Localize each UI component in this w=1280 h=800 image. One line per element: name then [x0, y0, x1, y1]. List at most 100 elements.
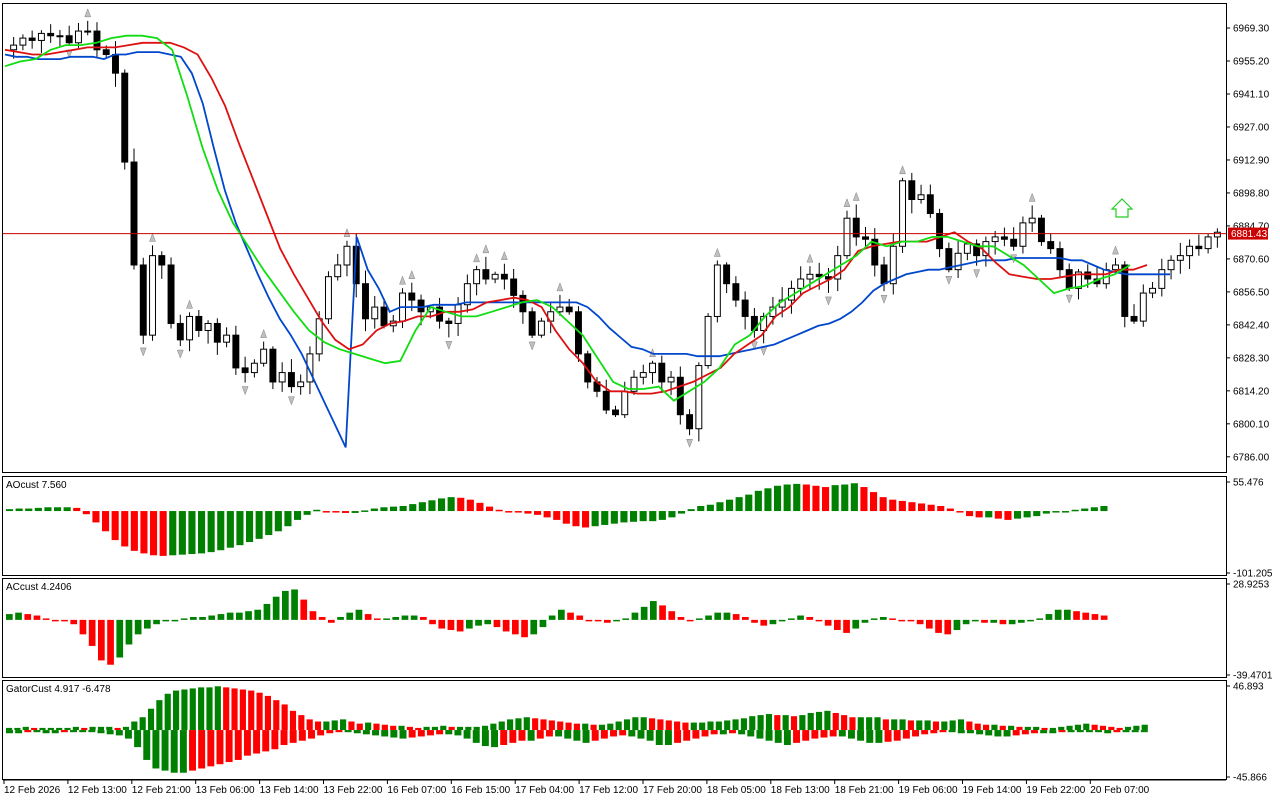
AOcust-bar	[985, 511, 993, 518]
gator-lower-bar	[1049, 730, 1057, 734]
bear-candle	[658, 362, 666, 383]
gator-indicator-panel[interactable]: 46.893 -45.866	[2, 680, 1268, 784]
AOcust-bar	[226, 511, 234, 548]
ACcust-bar	[263, 603, 271, 620]
AOcust-bar	[630, 511, 638, 522]
ACcust-bar	[732, 614, 740, 620]
ACcust-bar	[778, 619, 786, 622]
ACcust-bar	[944, 619, 952, 635]
gator-upper-bar	[615, 721, 622, 731]
AOcust-bar	[610, 511, 618, 524]
current-price-label: 6881.43	[1231, 229, 1268, 240]
AOcust-bar	[812, 485, 820, 512]
gator-upper-bar	[1083, 723, 1090, 731]
ACcust-bar	[631, 612, 639, 620]
ACcust-bar	[429, 619, 436, 625]
y-tick-label: -39.4701	[1233, 671, 1273, 682]
AOcust-bar	[486, 506, 494, 512]
AOcust-bar	[687, 509, 695, 512]
AOcust-bar	[6, 509, 14, 512]
ao-indicator-panel[interactable]: 55.476 -101.205	[2, 476, 1273, 580]
fractal-down-marker	[176, 349, 184, 359]
ACcust-bar	[668, 611, 676, 620]
gator-lower-bar	[491, 730, 499, 748]
bear-candle	[723, 264, 731, 285]
gator-lower-bar	[243, 730, 251, 756]
gator-upper-bar	[398, 725, 405, 731]
x-tick-label: 16 Feb 15:00	[451, 785, 510, 796]
ACcust-bar	[539, 619, 547, 628]
gator-lower-bar	[683, 730, 691, 741]
fractal-down-marker	[751, 341, 758, 351]
bull-candle	[278, 372, 286, 383]
bull-candle	[463, 283, 471, 306]
ac-indicator-panel[interactable]: 28.9253 -39.4701	[2, 578, 1273, 682]
gator-lower-bar	[902, 730, 910, 739]
gator-upper-bar	[557, 721, 564, 731]
gator-upper-bar	[866, 717, 873, 731]
gator-lower-bar	[1058, 730, 1066, 733]
gator-upper-bar	[1091, 724, 1098, 731]
gator-lower-bar	[875, 730, 883, 743]
gator-lower-bar	[179, 730, 187, 773]
x-tick-label: 13 Feb 14:00	[260, 785, 319, 796]
gator-lower-bar	[939, 730, 947, 733]
gator-lower-bar	[308, 730, 315, 739]
gator-upper-bar	[356, 723, 363, 731]
gator-upper-bar	[874, 717, 881, 731]
fractal-up-marker	[399, 275, 406, 285]
ACcust-bar	[999, 619, 1007, 625]
ACcust-bar	[392, 616, 400, 620]
gator-lower-bar	[216, 730, 224, 765]
AOcust-bar	[313, 509, 321, 512]
ACcust-bar	[604, 619, 611, 623]
fractal-up-marker	[343, 228, 351, 238]
bear-candle	[584, 353, 592, 383]
gator-upper-bar	[147, 708, 155, 731]
gator-lower-bar	[399, 730, 407, 739]
gator-lower-bar	[802, 730, 810, 741]
gator-upper-bar	[532, 718, 539, 731]
gator-lower-bar	[298, 730, 306, 741]
fractal-up-marker	[713, 247, 721, 257]
gator-upper-bar	[699, 722, 706, 731]
gator-lower-bar	[527, 730, 535, 741]
gator-upper-bar	[715, 721, 722, 731]
AOcust-bar	[534, 511, 542, 515]
ACcust-bar	[226, 612, 234, 620]
gator-lower-bar	[628, 730, 636, 737]
gator-lower-bar	[793, 730, 801, 743]
x-tick-label: 12 Feb 13:00	[68, 785, 127, 796]
AOcust-bar	[774, 485, 782, 512]
bear-candle	[973, 243, 981, 257]
gator-upper-bar	[1049, 727, 1056, 731]
AOcust-bar	[1081, 508, 1089, 512]
ACcust-bar	[530, 619, 538, 635]
ACcust-bar	[935, 619, 942, 633]
gator-upper-bar	[1108, 726, 1115, 731]
gator-upper-bar	[849, 717, 856, 731]
y-tick-label: 6969.30	[1233, 24, 1270, 35]
ACcust-bar	[696, 618, 703, 620]
bear-candle	[213, 322, 221, 343]
AOcust-bar	[466, 499, 474, 512]
AOcust-bar	[246, 511, 254, 543]
AOcust-bar	[966, 511, 974, 517]
ACcust-bar	[466, 619, 473, 629]
price-chart-panel[interactable]: 6969.30 6955.20 6941.10 6927.00 6912.90 6898.…	[2, 3, 1270, 473]
x-tick-label: 19 Feb 14:00	[963, 785, 1022, 796]
gator-upper-bar	[1058, 726, 1065, 731]
gator-upper-bar	[448, 726, 455, 731]
gator-lower-bar	[335, 730, 343, 733]
alligator-jaw-line	[4, 51, 1170, 448]
bull-candle	[1158, 269, 1166, 289]
gator-lower-bar	[189, 730, 196, 771]
ACcust-bar	[769, 619, 777, 625]
gator-lower-bar	[97, 730, 105, 734]
AOcust-bar	[380, 507, 388, 512]
gator-upper-bar	[1066, 725, 1073, 731]
ACcust-bar	[622, 618, 630, 620]
AOcust-bar	[399, 505, 407, 512]
gator-upper-bar	[949, 720, 956, 731]
fractal-down-marker	[241, 386, 249, 396]
